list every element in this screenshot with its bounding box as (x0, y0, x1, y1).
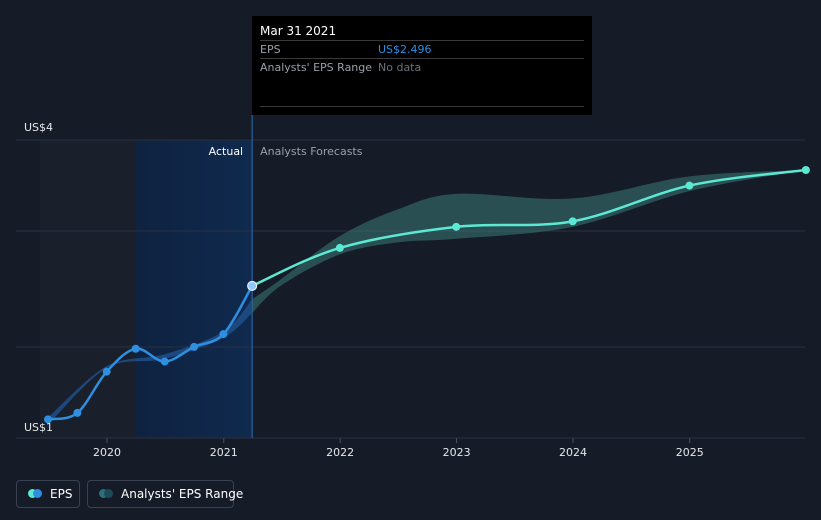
eps-forecast-point (568, 217, 577, 226)
eps-actual-point (190, 342, 199, 351)
eps-actual-point (73, 408, 82, 417)
eps-forecast-point (685, 181, 694, 190)
eps-legend-icon (28, 489, 42, 499)
eps-actual-point (102, 367, 111, 376)
tooltip: Mar 31 2021 EPS US$2.496 Analysts' EPS R… (252, 16, 592, 115)
x-tick-label: 2025 (676, 446, 704, 459)
forecasts-label: Analysts Forecasts (260, 145, 363, 158)
x-tick-label: 2023 (443, 446, 471, 459)
y-tick-label: US$1 (24, 421, 53, 434)
range-legend-icon (99, 489, 113, 499)
eps-forecast-point (335, 243, 344, 252)
tooltip-range-value: No data (378, 61, 422, 74)
forecast-range-band (252, 170, 806, 313)
eps-actual-point (131, 344, 140, 353)
eps-forecast-point (801, 166, 810, 174)
eps-actual-point (247, 280, 258, 291)
eps-actual-point (160, 357, 169, 366)
x-tick-label: 2022 (326, 446, 354, 459)
legend-range-label: Analysts' EPS Range (121, 487, 244, 501)
legend-eps-button[interactable]: EPS (16, 480, 80, 508)
tooltip-divider (260, 106, 584, 107)
tooltip-date: Mar 31 2021 (260, 24, 337, 38)
x-tick-label: 2020 (93, 446, 121, 459)
actual-label: Actual (209, 145, 243, 158)
legend-eps-label: EPS (50, 487, 73, 501)
x-tick-label: 2024 (559, 446, 587, 459)
tooltip-eps-row: EPS US$2.496 (260, 40, 584, 59)
eps-actual-point (43, 415, 52, 424)
past-shade (40, 140, 136, 438)
highlight-region (135, 140, 253, 438)
eps-forecast-point (452, 222, 461, 231)
y-tick-label: US$4 (24, 121, 53, 134)
tooltip-range-label: Analysts' EPS Range (260, 61, 373, 74)
eps-actual-point (219, 330, 228, 339)
tooltip-range-row: Analysts' EPS Range No data (260, 58, 584, 77)
tooltip-eps-label: EPS (260, 43, 281, 56)
tooltip-eps-value: US$2.496 (378, 43, 432, 56)
legend-range-button[interactable]: Analysts' EPS Range (87, 480, 243, 508)
x-tick-label: 2021 (210, 446, 238, 459)
